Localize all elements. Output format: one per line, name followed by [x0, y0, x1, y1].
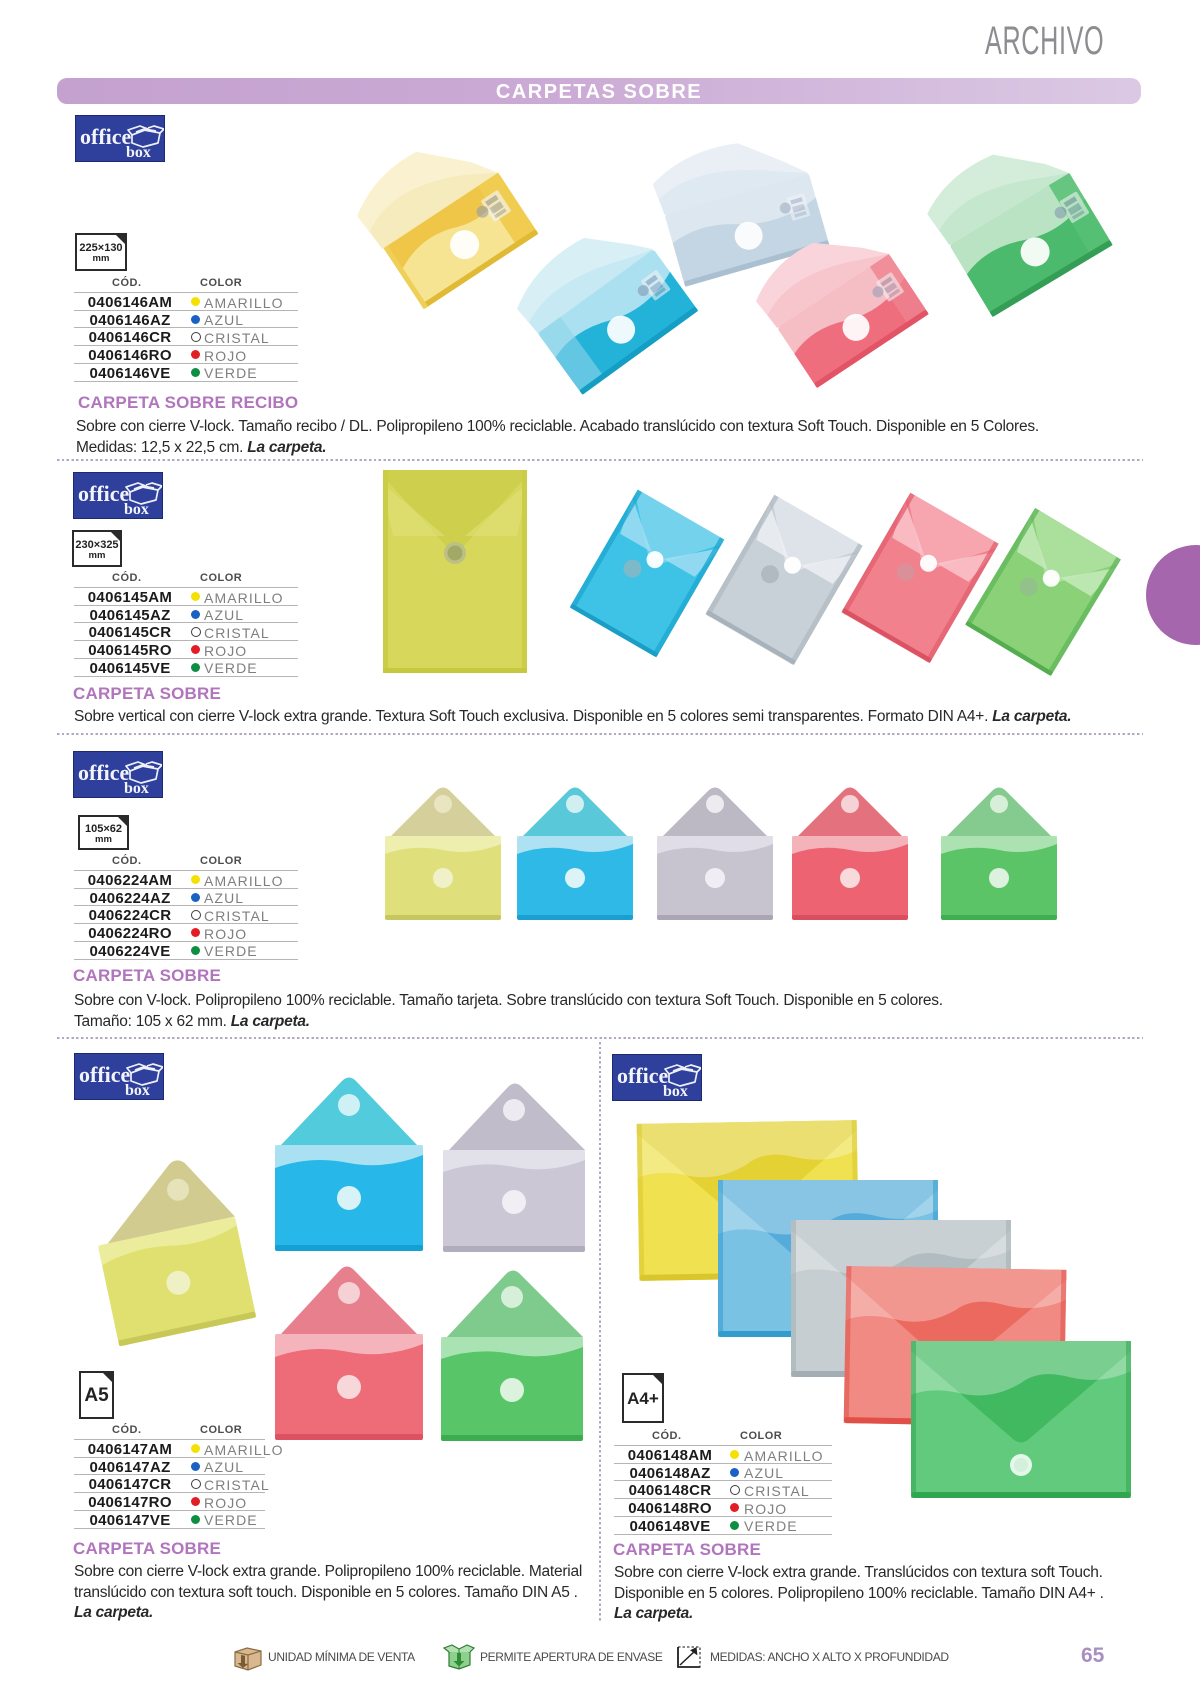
- svg-text:office: office: [617, 1063, 669, 1088]
- svg-text:office: office: [80, 124, 132, 149]
- svg-text:box: box: [663, 1083, 688, 1100]
- svg-text:office: office: [79, 1062, 131, 1087]
- svg-text:box: box: [124, 780, 149, 797]
- svg-text:office: office: [78, 760, 130, 785]
- svg-text:box: box: [124, 501, 149, 518]
- svg-text:box: box: [125, 1082, 150, 1099]
- svg-text:box: box: [126, 144, 151, 161]
- svg-text:office: office: [78, 481, 130, 506]
